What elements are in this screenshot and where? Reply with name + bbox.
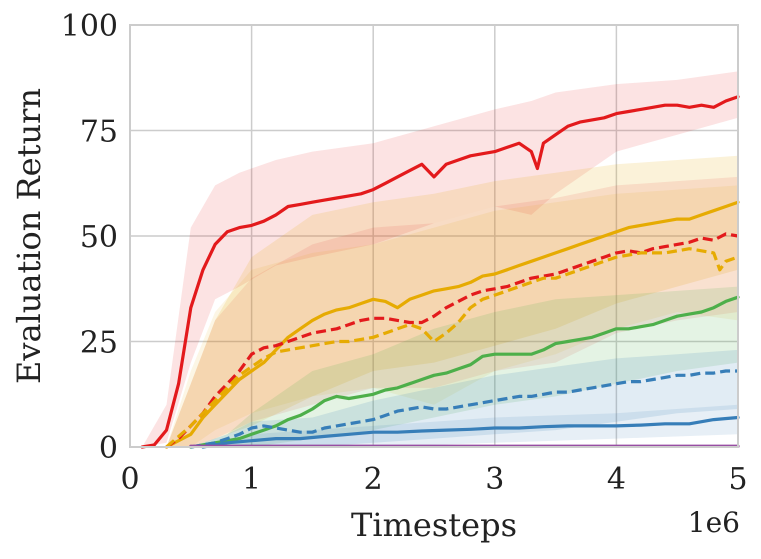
series-line-3 [165,247,739,449]
x-tick-5: 5 [728,462,747,497]
y-tick-100: 100 [61,9,118,44]
x-axis-label: Timesteps [351,506,517,544]
series-line-0 [140,95,740,449]
x-axis-multiplier: 1e6 [688,506,740,539]
series-band-2 [166,176,738,447]
y-tick-0: 0 [99,431,118,466]
plot-frame [129,24,739,448]
x-tick-3: 3 [485,462,504,497]
y-tick-labels: 0 25 50 75 100 [61,9,118,466]
x-tick-1: 1 [242,462,261,497]
x-tick-0: 0 [120,462,139,497]
x-tick-4: 4 [607,462,626,497]
series-line-2 [165,232,739,449]
series-line-6 [201,415,740,449]
y-tick-75: 75 [80,115,118,150]
x-tick-labels: 0 1 2 3 4 5 [120,462,747,497]
confidence-bands [142,71,739,448]
series-band-0 [142,71,738,448]
series-line-4 [189,295,740,449]
y-tick-50: 50 [80,220,118,255]
series-line-5 [190,369,738,449]
y-axis-label: Evaluation Return [10,88,48,384]
series-band-3 [166,185,738,447]
series-band-5 [190,349,739,447]
series-band-1 [166,155,738,448]
x-tick-2: 2 [364,462,383,497]
y-tick-25: 25 [80,326,118,361]
